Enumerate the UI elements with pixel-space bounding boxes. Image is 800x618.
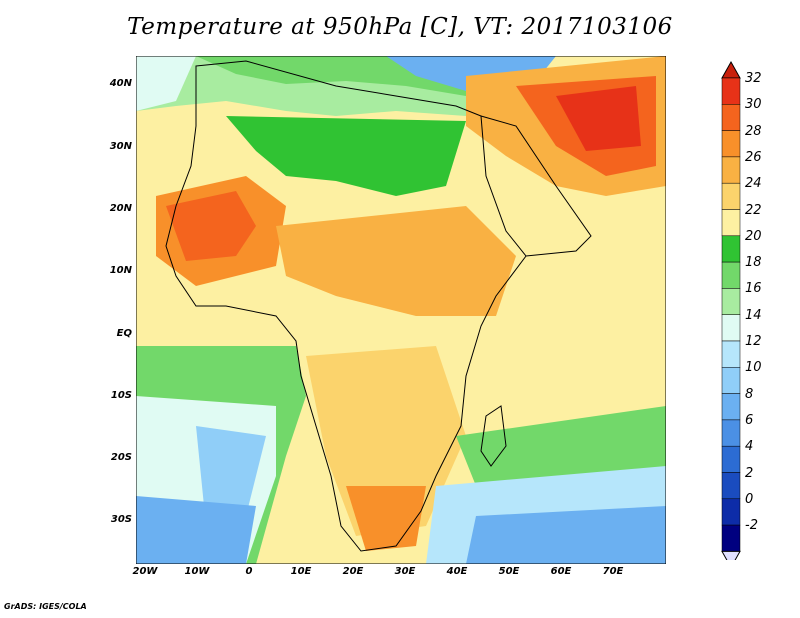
colorbar-swatch	[721, 498, 741, 526]
temperature-map	[135, 55, 667, 568]
colorbar-swatch	[721, 340, 741, 368]
colorbar-label: 26	[745, 149, 762, 165]
lon-label: 70E	[602, 566, 624, 577]
colorbar-label: 30	[745, 97, 762, 113]
colorbar-label: 2	[745, 465, 754, 481]
colorbar-swatch	[721, 130, 741, 158]
colorbar-label: 6	[745, 412, 754, 428]
chart-title: Temperature at 950hPa [C], VT: 201710310…	[127, 14, 673, 40]
arabia-coastline	[480, 115, 592, 257]
lat-label: EQ	[116, 328, 132, 339]
madagascar-coastline	[480, 405, 507, 467]
band-south-atlantic-cold	[136, 496, 256, 564]
colorbar	[720, 60, 742, 569]
colorbar-bottom-arrow	[721, 550, 741, 569]
lat-label: 10N	[109, 265, 132, 276]
lon-label: 10E	[290, 566, 312, 577]
lon-label: 60E	[550, 566, 572, 577]
colorbar-label: 14	[745, 307, 762, 323]
colorbar-swatch	[721, 77, 741, 105]
colorbar-label: 12	[745, 334, 762, 349]
colorbar-label: 10	[745, 360, 762, 376]
colorbar-svg	[721, 60, 741, 569]
band-atlantic-north	[136, 56, 196, 111]
colorbar-label: 0	[745, 491, 754, 507]
colorbar-label: 20	[745, 228, 762, 244]
colorbar-label: 18	[745, 255, 762, 271]
colorbar-swatch	[721, 393, 741, 421]
colorbar-label: 8	[745, 386, 754, 402]
map-canvas	[135, 55, 667, 565]
colorbar-swatch	[721, 104, 741, 131]
colorbar-swatch	[721, 156, 741, 184]
lat-label: 10S	[110, 390, 132, 401]
colorbar-swatch	[721, 261, 741, 289]
colorbar-label: 32	[745, 71, 762, 86]
colorbar-swatch	[721, 445, 741, 473]
band-sahara-cool	[226, 116, 466, 196]
lat-label: 30N	[109, 141, 132, 152]
colorbar-swatch	[721, 419, 741, 447]
band-sahel-hot	[166, 191, 256, 261]
colorbar-swatch	[721, 472, 741, 500]
colorbar-swatch	[721, 367, 741, 394]
colorbar-label: -2	[745, 518, 758, 534]
colorbar-label: 16	[745, 281, 762, 297]
colorbar-label: 22	[745, 202, 762, 218]
lat-label: 20N	[109, 203, 132, 214]
band-south-africa-hot	[346, 486, 426, 551]
band-iran-hot	[556, 86, 641, 151]
band-southern-ocean	[466, 506, 666, 564]
colorbar-swatch	[721, 524, 741, 552]
lon-label: 20E	[342, 566, 364, 577]
colorbar-swatch	[721, 182, 741, 210]
colorbar-swatch	[721, 235, 741, 263]
lon-label: 30E	[394, 566, 416, 577]
band-benguela	[196, 426, 266, 526]
colorbar-label: 24	[745, 176, 762, 192]
colorbar-label: 4	[745, 439, 754, 455]
colorbar-top-arrow	[721, 60, 741, 79]
credit-text: GrADS: IGES/COLA	[4, 602, 87, 611]
colorbar-swatch	[721, 314, 741, 342]
lat-label: 30S	[110, 514, 132, 525]
lon-label: 20W	[132, 566, 158, 577]
lon-label: 50E	[498, 566, 520, 577]
colorbar-label: 28	[745, 123, 762, 139]
lat-label: 40N	[109, 78, 132, 89]
band-central-africa	[276, 206, 516, 316]
colorbar-swatch	[721, 209, 741, 237]
band-southern-africa	[306, 346, 466, 536]
lon-label: 10W	[184, 566, 210, 577]
lat-label: 20S	[110, 452, 132, 463]
colorbar-swatch	[721, 288, 741, 315]
lon-label: 40E	[446, 566, 468, 577]
lon-label: 0	[245, 566, 253, 577]
